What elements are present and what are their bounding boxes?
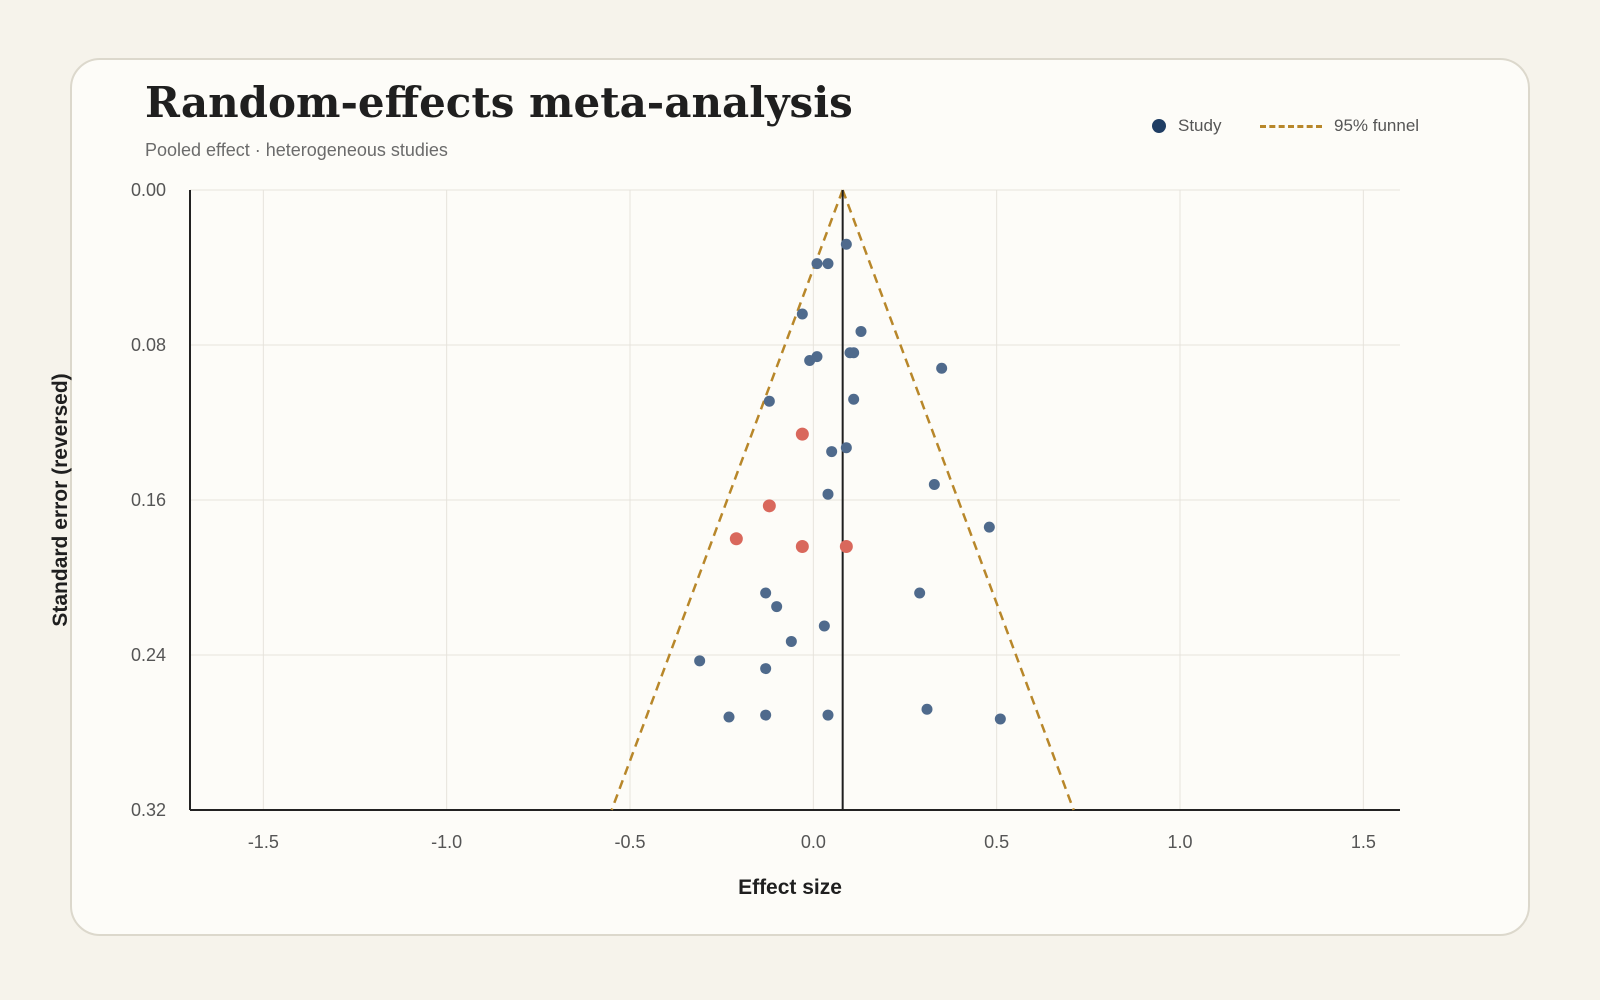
y-tick-label: 0.24: [131, 645, 166, 665]
funnel-line-right: [841, 189, 1075, 811]
y-tick-label: 0.32: [131, 800, 166, 820]
study-point: [811, 258, 823, 270]
x-tick-label: 0.5: [984, 832, 1009, 852]
study-point: [771, 601, 783, 613]
study-point: [855, 325, 867, 337]
study-point: [785, 635, 797, 647]
x-tick-label: -1.0: [431, 832, 462, 852]
funnel-line-left: [610, 189, 844, 811]
study-point: [760, 709, 772, 721]
study-point: [928, 479, 940, 490]
dashed-line-icon: [1260, 124, 1322, 128]
study-point: [822, 488, 834, 500]
highlighted-study-point: [795, 427, 809, 441]
chart-title: Random-effects meta-analysis: [145, 78, 853, 127]
legend-item-funnel: 95% funnel: [1260, 116, 1419, 136]
study-point: [694, 655, 706, 667]
study-point: [763, 395, 775, 407]
highlighted-study-point: [729, 532, 743, 546]
study-point: [818, 620, 830, 632]
y-tick-label: 0.08: [131, 335, 166, 355]
study-point: [994, 713, 1006, 725]
study-point: [840, 442, 852, 454]
y-tick-label: 0.16: [131, 490, 166, 510]
study-point: [760, 663, 772, 675]
study-point: [723, 711, 735, 723]
highlighted-study-point: [839, 540, 853, 553]
study-point: [983, 521, 995, 533]
x-tick-label: -0.5: [614, 832, 645, 852]
highlighted-study-point: [795, 540, 809, 553]
y-tick-label: 0.00: [131, 180, 166, 200]
legend-label-study: Study: [1178, 116, 1222, 135]
study-point: [914, 587, 926, 599]
chart-subtitle: Pooled effect · heterogeneous studies: [145, 140, 448, 160]
x-axis-title: Effect size: [738, 876, 842, 899]
legend-label-funnel: 95% funnel: [1334, 116, 1420, 135]
x-tick-label: -1.5: [248, 832, 279, 852]
study-point: [840, 238, 852, 250]
study-point: [822, 709, 834, 721]
study-point: [760, 587, 772, 599]
study-point: [804, 355, 816, 366]
study-dot-icon: [1152, 119, 1166, 133]
study-point: [822, 258, 834, 270]
study-point: [848, 347, 860, 359]
study-point: [796, 308, 808, 320]
study-point: [848, 393, 860, 405]
study-point: [826, 446, 838, 458]
study-point: [921, 703, 933, 715]
y-axis-title: Standard error (reversed): [49, 373, 72, 626]
x-tick-label: 1.0: [1167, 832, 1192, 852]
study-point: [936, 362, 948, 374]
highlighted-study-point: [762, 499, 776, 513]
x-tick-label: 0.0: [801, 832, 826, 852]
x-tick-label: 1.5: [1351, 832, 1376, 852]
legend-item-study: Study: [1152, 116, 1221, 136]
chart-card: [70, 58, 1530, 936]
